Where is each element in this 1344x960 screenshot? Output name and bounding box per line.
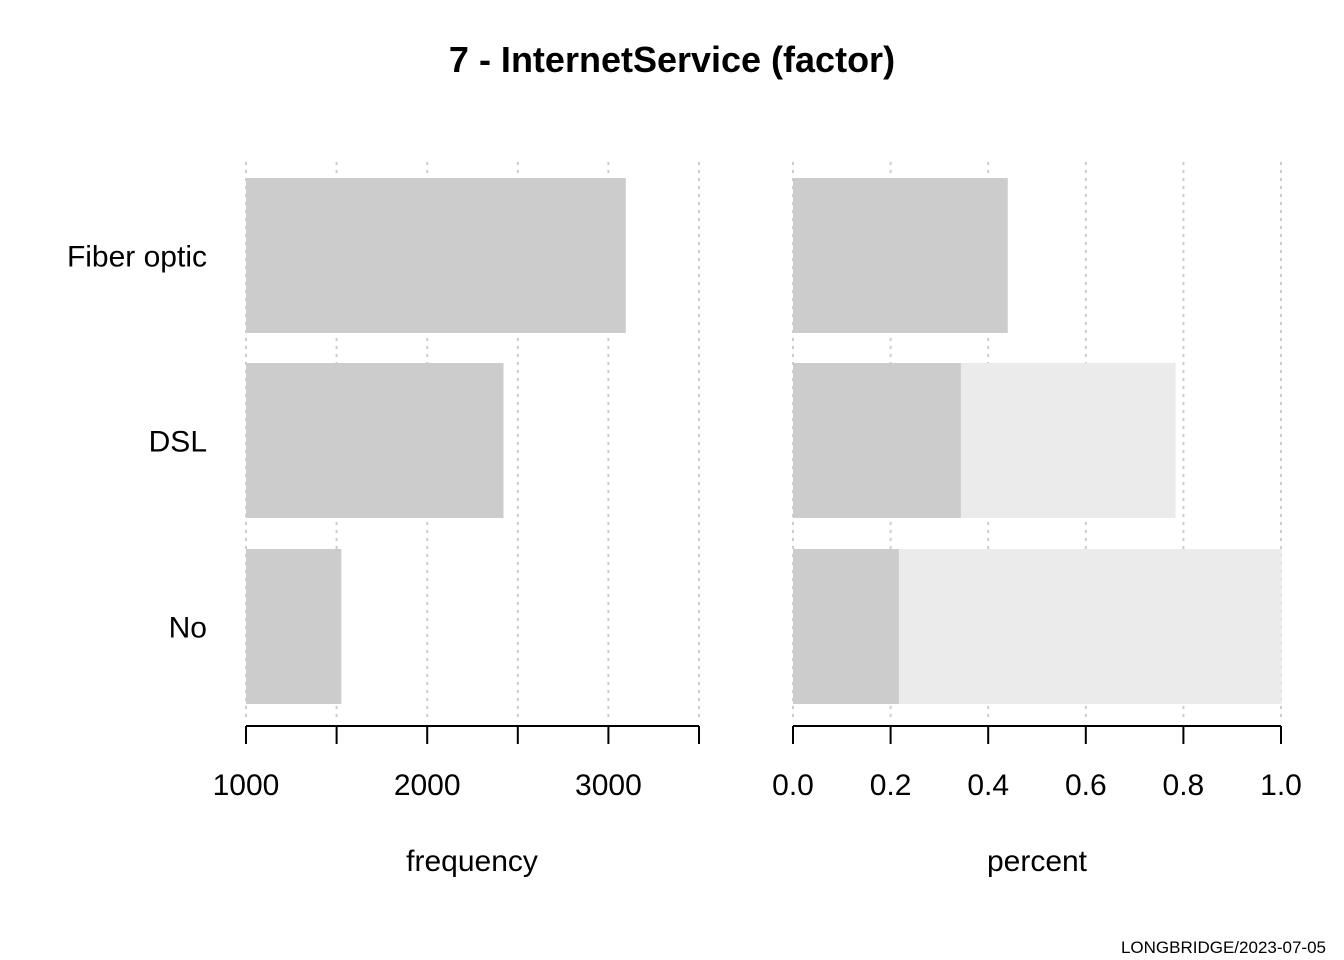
percent-tick-label: 0.4 bbox=[967, 769, 1009, 802]
category-label-fiber-optic: Fiber optic bbox=[67, 241, 207, 274]
category-label-no: No bbox=[169, 612, 207, 645]
percent-bar bbox=[793, 178, 1008, 333]
frequency-axis: 1000 2000 3000 bbox=[213, 725, 700, 802]
frequency-bar bbox=[246, 363, 504, 518]
frequency-tick-label: 1000 bbox=[213, 769, 280, 802]
percent-tick-label: 0.6 bbox=[1065, 769, 1107, 802]
category-label-dsl: DSL bbox=[149, 426, 207, 459]
frequency-axis-label: frequency bbox=[406, 845, 538, 878]
percent-axis-label: percent bbox=[987, 845, 1088, 878]
panel-frequency: 1000 2000 3000 frequency bbox=[213, 162, 700, 878]
percent-tick-label: 0.2 bbox=[870, 769, 912, 802]
footer-credit: LONGBRIDGE/2023-07-05 bbox=[1121, 938, 1326, 957]
frequency-bars bbox=[246, 178, 626, 704]
frequency-tick-label: 3000 bbox=[575, 769, 642, 802]
frequency-bar bbox=[246, 178, 626, 333]
percent-bar bbox=[793, 363, 961, 518]
percent-tick-label: 0.0 bbox=[772, 769, 814, 802]
frequency-bar bbox=[246, 549, 342, 704]
category-labels: Fiber optic DSL No bbox=[67, 241, 207, 645]
percent-tick-label: 0.8 bbox=[1163, 769, 1205, 802]
percent-bar bbox=[793, 549, 899, 704]
panel-percent: 0.0 0.2 0.4 0.6 0.8 1.0 percent bbox=[772, 162, 1302, 878]
frequency-tick-label: 2000 bbox=[394, 769, 461, 802]
percent-bars bbox=[793, 178, 1282, 704]
percent-tick-label: 1.0 bbox=[1260, 769, 1302, 802]
percent-axis: 0.0 0.2 0.4 0.6 0.8 1.0 bbox=[772, 725, 1302, 802]
chart-title: 7 - InternetService (factor) bbox=[449, 39, 895, 80]
